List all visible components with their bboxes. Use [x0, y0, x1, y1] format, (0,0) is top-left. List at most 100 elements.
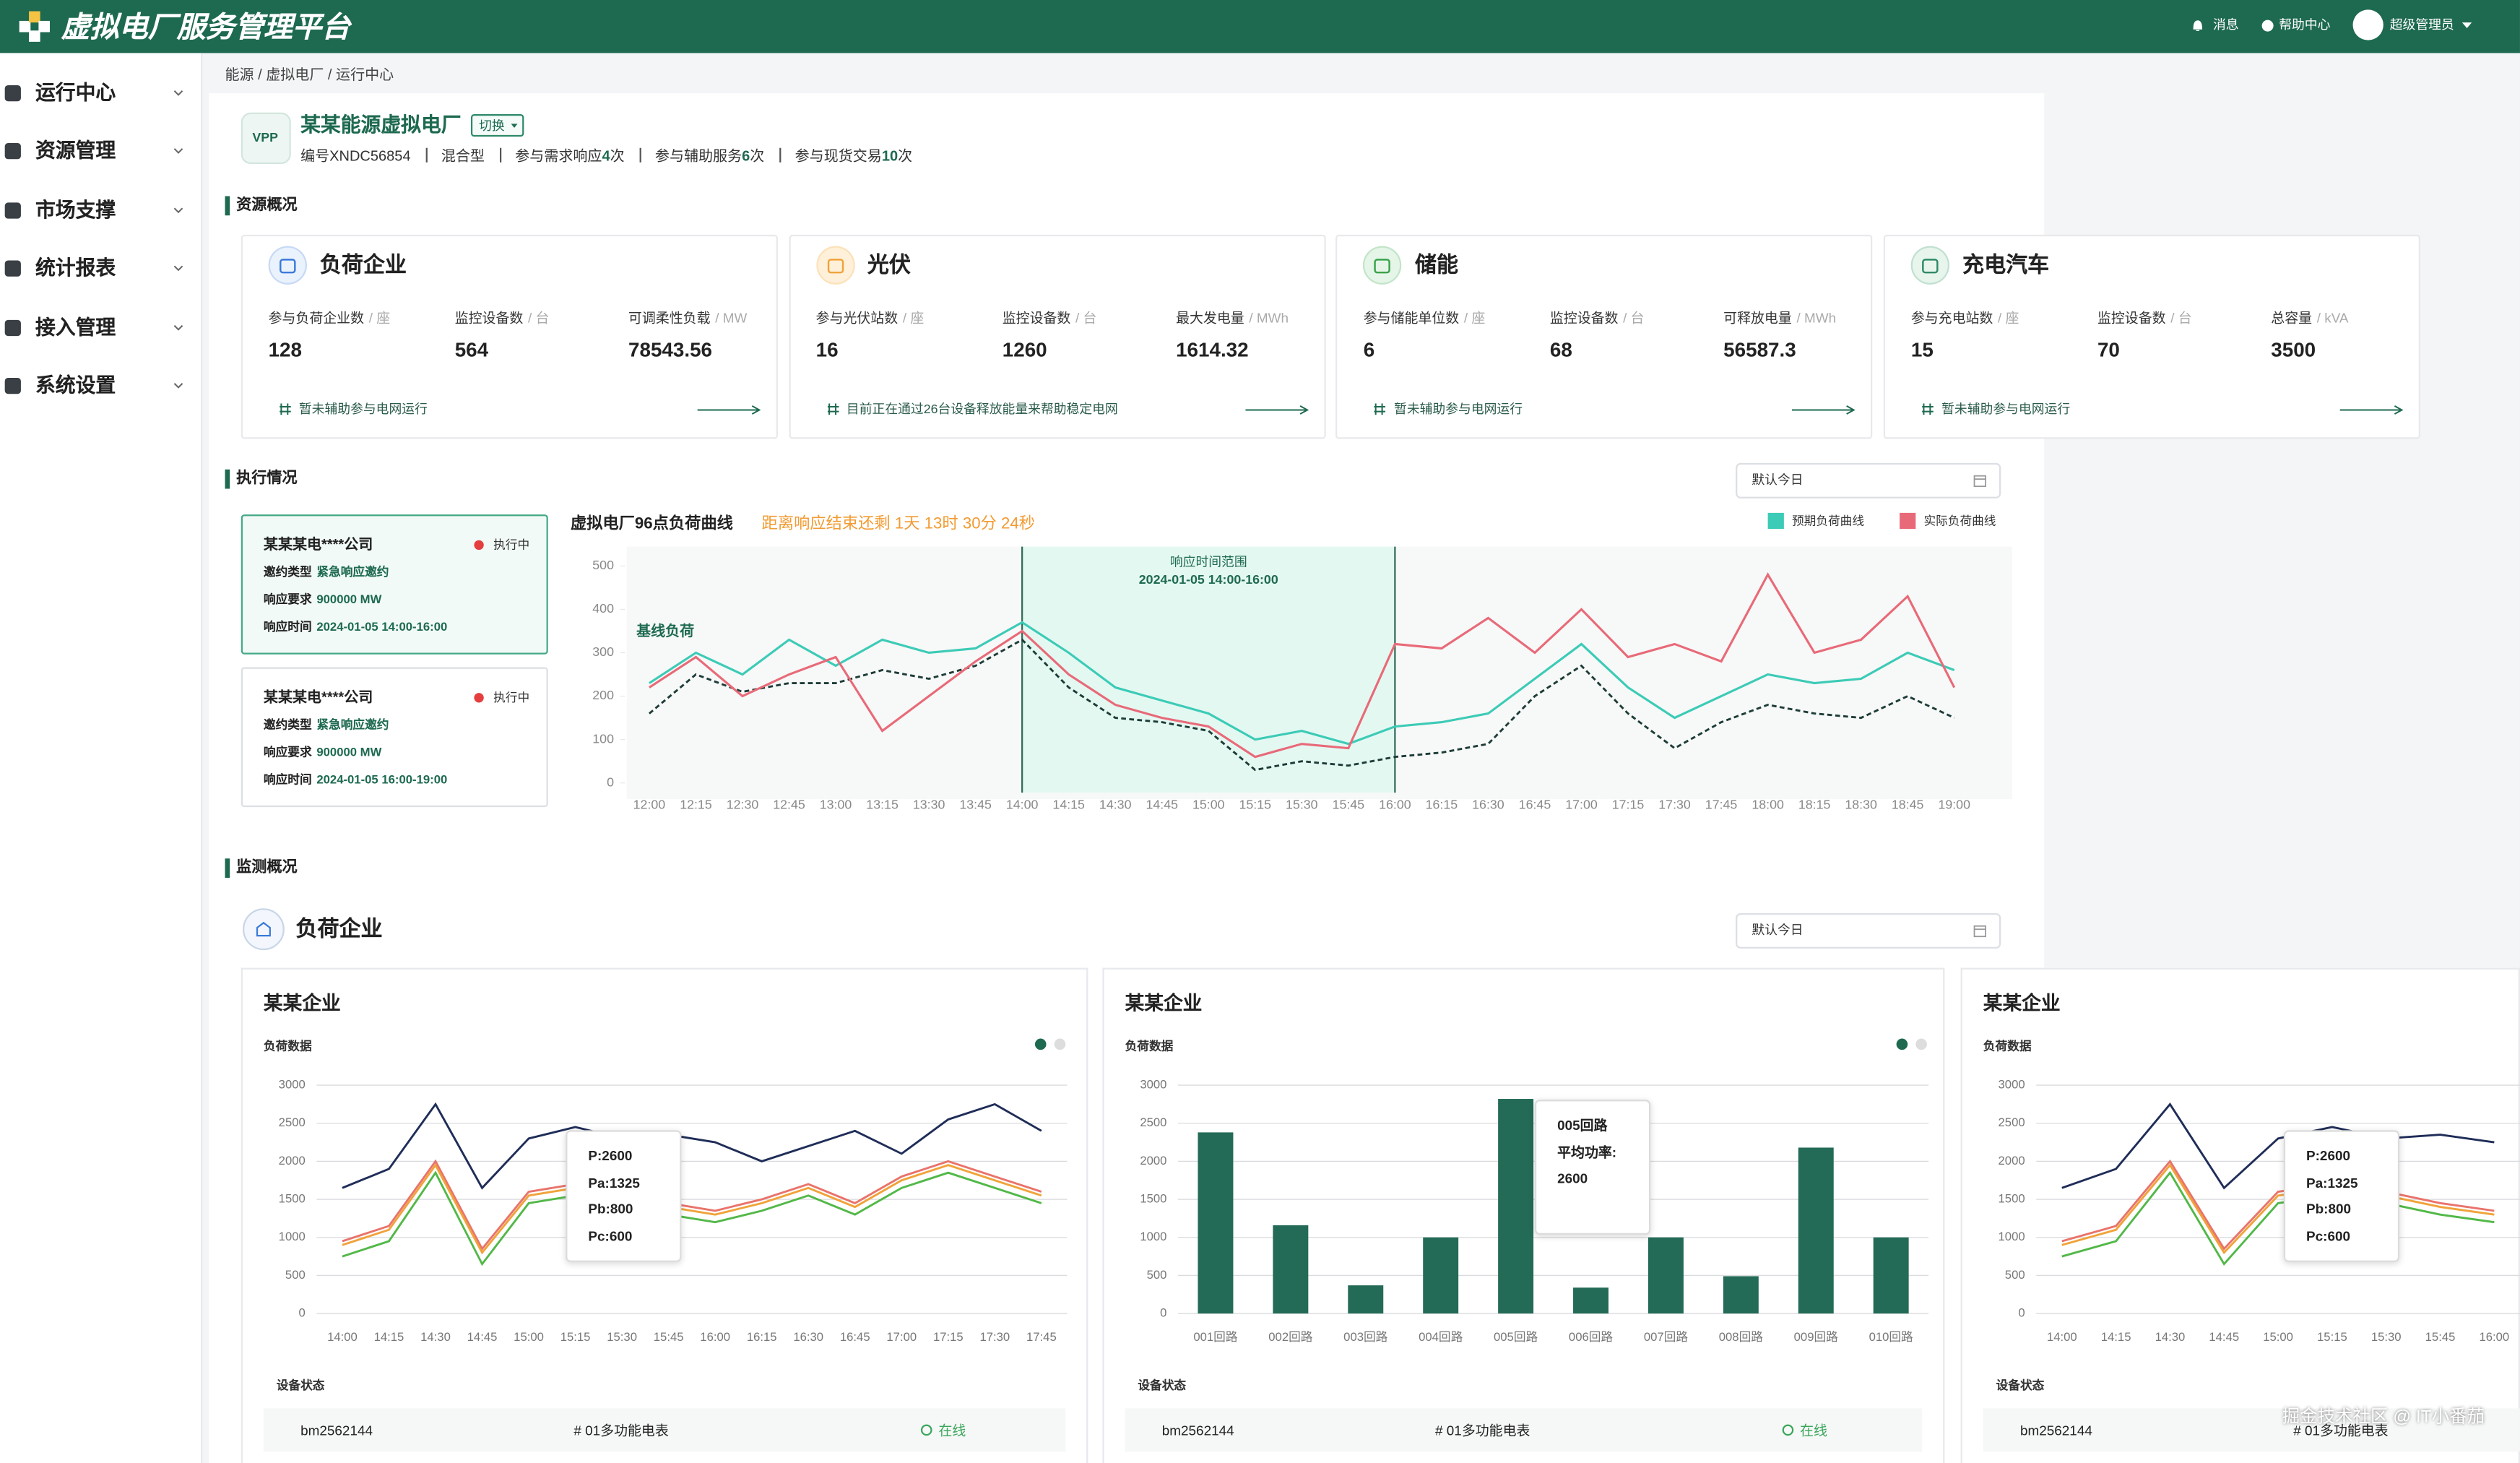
tooltip-line: 平均功率:	[1557, 1143, 1617, 1160]
field-value: 900000 MW	[316, 592, 382, 607]
help-link[interactable]: 帮助中心	[2279, 17, 2331, 33]
tooltip-line: Pa:1325	[588, 1174, 640, 1191]
x-tick-label: 17:30	[979, 1330, 1010, 1344]
card-icon-glyph	[280, 259, 296, 274]
y-tick-label: 2000	[279, 1154, 306, 1168]
plant-stat: 参与辅助服务6次	[655, 144, 764, 165]
x-tick-label: 14:45	[2209, 1330, 2239, 1344]
y-tick-label: 1500	[1140, 1191, 1166, 1205]
menu-icon	[4, 377, 21, 394]
stat-value: 6	[742, 147, 750, 163]
load-line	[649, 621, 1955, 746]
y-tick-label: 2000	[1999, 1154, 2025, 1168]
y-tick-label: 0	[2018, 1306, 2025, 1319]
x-tick-label: 16:15	[1426, 798, 1458, 812]
baseline-label: 基线负荷	[636, 622, 694, 639]
date-picker[interactable]	[1736, 462, 2001, 499]
stat-suffix: 次	[750, 147, 765, 163]
online-state: 在线	[1800, 1421, 1827, 1438]
panel-line	[2061, 1163, 2495, 1255]
x-tick-label: 13:15	[866, 798, 899, 812]
sidebar	[0, 53, 203, 1463]
metric-name: 可释放电量	[1723, 309, 1792, 327]
metric-value: 3500	[2271, 338, 2316, 362]
menu-item[interactable]: 资源管理	[35, 139, 116, 163]
task-card[interactable]: 某某某电****公司 执行中 邀约类型 紧急响应邀约 响应要求 900000 MW 响应时间…	[241, 666, 548, 806]
carousel-dot[interactable]	[1915, 1038, 1927, 1050]
x-tick-label: 17:15	[933, 1330, 964, 1344]
x-tick-label: 001回路	[1193, 1330, 1237, 1344]
task-field: 响应时间 2024-01-05 14:00-16:00	[264, 621, 447, 634]
x-tick-label: 18:30	[1845, 798, 1877, 812]
x-tick-label: 12:30	[727, 798, 759, 812]
metric-unit: / 台	[1623, 309, 1645, 327]
y-tick-label: 1000	[1140, 1230, 1166, 1243]
section-title: 执行情况	[236, 470, 298, 488]
header	[0, 0, 2520, 53]
metric-value: 16	[815, 338, 839, 362]
calendar-icon	[1973, 925, 1987, 938]
status-title: 设备状态	[276, 1378, 325, 1393]
section-bar	[225, 196, 230, 216]
stat-suffix: 次	[898, 147, 913, 163]
carousel-dot[interactable]	[1054, 1038, 1066, 1050]
bell-icon	[2193, 20, 2203, 31]
user-menu[interactable]: 超级管理员	[2389, 17, 2454, 33]
messages-link[interactable]: 消息	[2212, 17, 2239, 33]
calendar-shape	[1973, 925, 1987, 938]
plant-stat: 参与现货交易10次	[795, 144, 913, 165]
online-icon	[920, 1423, 932, 1436]
bar	[1573, 1287, 1608, 1314]
note-glyph	[280, 403, 291, 415]
carousel-dot[interactable]	[1896, 1038, 1908, 1050]
tooltip-line: P:2600	[2306, 1147, 2351, 1164]
menu-item[interactable]: 市场支撑	[35, 198, 116, 222]
note-icon	[1374, 403, 1386, 415]
metric-value: 78543.56	[628, 338, 713, 362]
x-tick-label: 16:00	[1379, 798, 1411, 812]
menu-item[interactable]: 统计报表	[35, 256, 116, 280]
chart-countdown: 距离响应结束还剩 1天 13时 30分 24秒	[762, 514, 1035, 532]
online-state: 在线	[938, 1421, 966, 1438]
carousel-dot[interactable]	[1034, 1038, 1047, 1050]
x-tick-label: 16:45	[840, 1330, 870, 1344]
stat-value: 4	[602, 147, 610, 163]
card-note: 暂未辅助参与电网运行	[1941, 402, 2071, 417]
y-tick-label: 300	[592, 644, 614, 659]
y-tick-label: 2500	[1999, 1115, 2025, 1129]
metric-unit: / 座	[1998, 309, 2019, 327]
card-arrow	[697, 405, 761, 415]
note-glyph	[827, 403, 839, 415]
device-id: bm2562144	[1161, 1421, 1234, 1438]
field-value: 2024-01-05 16:00-19:00	[316, 771, 448, 786]
y-tick-label: 100	[592, 731, 614, 746]
x-tick-label: 12:00	[633, 798, 666, 812]
metric-unit: / 台	[1075, 309, 1097, 327]
field-label: 响应时间	[263, 619, 312, 634]
section-bar	[225, 858, 230, 879]
response-window	[1022, 546, 1395, 793]
metric-name: 监控设备数	[454, 309, 524, 327]
x-tick-label: 16:30	[793, 1330, 823, 1344]
metric-unit: / MWh	[1249, 309, 1289, 327]
task-card[interactable]: 某某某电****公司 执行中 邀约类型 紧急响应邀约 响应要求 900000 MW 响应时间…	[241, 514, 548, 655]
task-company: 某某某电****公司	[263, 536, 373, 553]
metric-unit: / kVA	[2316, 309, 2349, 327]
metric-unit: / 台	[527, 309, 550, 327]
menu-item[interactable]: 接入管理	[35, 315, 116, 339]
avatar[interactable]	[2352, 9, 2383, 40]
metric-value: 6	[1363, 338, 1375, 362]
switch-label: 切换	[479, 118, 505, 133]
bar	[1498, 1099, 1534, 1314]
menu-item[interactable]: 运行中心	[35, 81, 116, 105]
menu-item[interactable]: 系统设置	[35, 374, 116, 397]
date-picker[interactable]	[1736, 912, 2001, 949]
x-tick-label: 17:00	[1565, 798, 1598, 812]
y-tick-label: 3000	[279, 1077, 306, 1091]
x-tick-label: 17:15	[1612, 798, 1645, 812]
x-tick-label: 14:15	[2101, 1330, 2131, 1344]
x-tick-label: 15:30	[607, 1330, 637, 1344]
metric-name: 总容量	[2271, 309, 2313, 327]
